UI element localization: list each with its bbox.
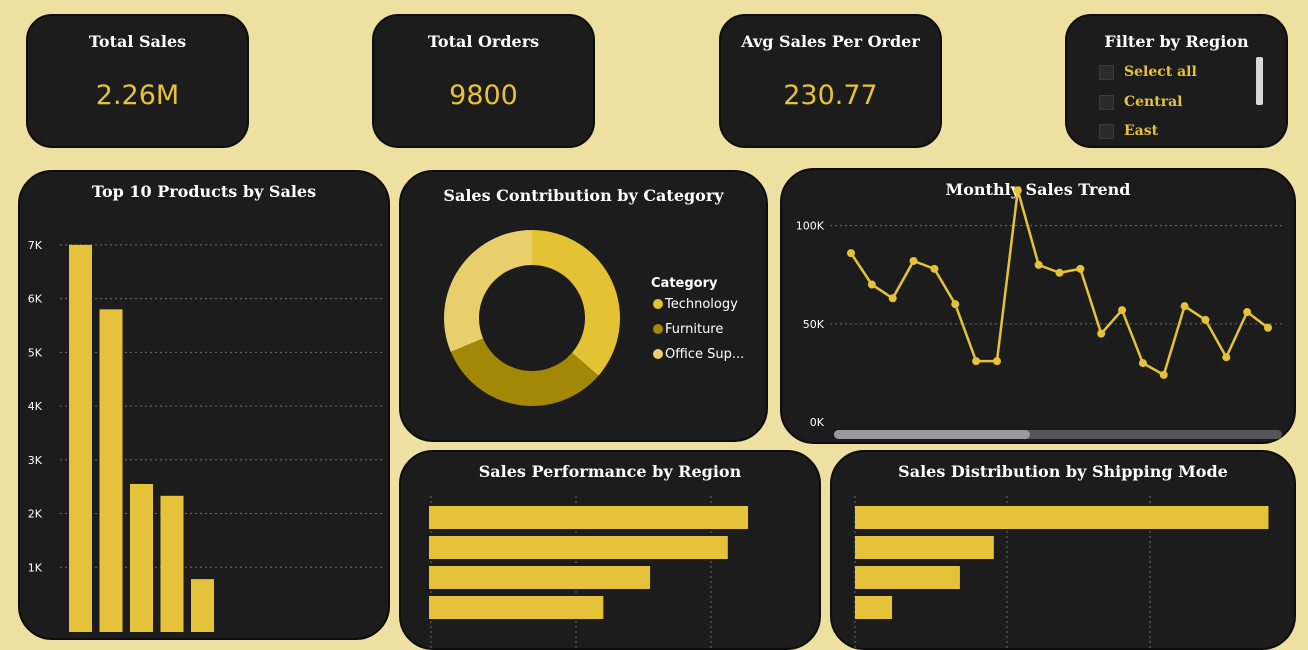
y-tick-label: 3K bbox=[28, 454, 43, 467]
product-bar bbox=[99, 309, 123, 632]
checkbox-icon[interactable] bbox=[1099, 123, 1114, 139]
product-bar bbox=[69, 244, 92, 632]
trend-point bbox=[1243, 308, 1252, 317]
avg-sales-value: 230.77 bbox=[783, 80, 878, 111]
legend-label: Furniture bbox=[665, 322, 723, 337]
trend-point bbox=[1138, 359, 1147, 368]
category-donut-chart: Category Technology Furniture Office Sup... bbox=[444, 230, 744, 406]
product-bar bbox=[191, 579, 214, 632]
legend-label: Technology bbox=[664, 297, 738, 312]
filter-option-label: Select all bbox=[1124, 64, 1197, 80]
avg-sales-card: Avg Sales Per Order 230.77 bbox=[719, 14, 942, 148]
trend-point bbox=[951, 300, 960, 309]
y-tick-label: 4K bbox=[28, 400, 43, 413]
checkbox-icon[interactable] bbox=[1099, 64, 1114, 80]
total-orders-value: 9800 bbox=[449, 80, 518, 111]
trend-point bbox=[1118, 306, 1127, 315]
trend-point bbox=[1264, 323, 1272, 332]
shipping-mode-title: Sales Distribution by Shipping Mode bbox=[898, 462, 1228, 481]
trend-point bbox=[1055, 268, 1064, 277]
total-sales-card: Total Sales 2.26M bbox=[26, 14, 249, 148]
legend-title: Category bbox=[651, 276, 718, 291]
trend-point bbox=[1180, 302, 1189, 311]
total-sales-title: Total Sales bbox=[88, 32, 187, 51]
y-tick-label: 2K bbox=[28, 508, 43, 521]
monthly-trend-panel: Monthly Sales Trend 100K 50K 0K bbox=[780, 168, 1296, 444]
category-donut-title: Sales Contribution by Category bbox=[443, 186, 724, 205]
trend-point bbox=[909, 256, 918, 265]
checkbox-icon[interactable] bbox=[1099, 94, 1114, 110]
filter-scrollbar[interactable] bbox=[1256, 57, 1263, 105]
top-products-panel: Top 10 Products by Sales 7K 6K 5K 4K 3K 2K 1K bbox=[18, 170, 390, 640]
top-products-title: Top 10 Products by Sales bbox=[91, 182, 317, 201]
filter-option-label: East bbox=[1124, 123, 1159, 139]
y-tick-label: 100K bbox=[796, 220, 825, 233]
region-filter-title: Filter by Region bbox=[1104, 32, 1249, 51]
region-bar bbox=[429, 506, 749, 529]
product-bar bbox=[160, 495, 184, 632]
trend-point bbox=[1034, 260, 1043, 269]
trend-point bbox=[867, 280, 876, 289]
top-products-chart: 7K 6K 5K 4K 3K 2K 1K bbox=[28, 239, 384, 632]
region-bar bbox=[429, 596, 604, 619]
trend-point bbox=[1013, 186, 1022, 195]
region-performance-title: Sales Performance by Region bbox=[478, 462, 742, 481]
legend-marker bbox=[653, 324, 663, 334]
total-orders-card: Total Orders 9800 bbox=[372, 14, 595, 148]
trend-point bbox=[1201, 315, 1210, 324]
region-bar bbox=[429, 566, 651, 589]
trend-point bbox=[888, 294, 897, 303]
region-bar bbox=[429, 536, 728, 559]
trend-point bbox=[1222, 353, 1231, 362]
trend-point bbox=[1076, 264, 1085, 273]
y-tick-label: 6K bbox=[28, 293, 43, 306]
region-filter-card: Filter by Region Select all Central East bbox=[1065, 14, 1288, 148]
donut-slice bbox=[450, 338, 599, 406]
y-tick-label: 5K bbox=[28, 346, 43, 359]
filter-option-label: Central bbox=[1124, 94, 1183, 110]
trend-scrollbar-thumb[interactable] bbox=[834, 430, 1030, 439]
filter-option-select-all[interactable]: Select all bbox=[1099, 64, 1197, 80]
region-performance-chart bbox=[429, 496, 749, 648]
y-tick-label: 50K bbox=[803, 318, 825, 331]
trend-point bbox=[972, 357, 981, 366]
legend-label: Office Sup... bbox=[665, 347, 744, 362]
trend-point bbox=[930, 264, 939, 273]
legend-marker bbox=[653, 299, 663, 309]
total-sales-value: 2.26M bbox=[95, 80, 180, 111]
shipping-bar bbox=[855, 596, 893, 619]
shipping-bar bbox=[855, 536, 994, 559]
donut-slice bbox=[444, 230, 532, 352]
legend-marker bbox=[653, 349, 663, 359]
category-donut-panel: Sales Contribution by Category Category T… bbox=[399, 170, 768, 442]
shipping-bar bbox=[855, 566, 960, 589]
trend-point bbox=[847, 249, 855, 258]
y-tick-label: 0K bbox=[810, 416, 825, 429]
trend-scrollbar-track[interactable] bbox=[834, 430, 1282, 439]
region-performance-panel: Sales Performance by Region bbox=[399, 450, 821, 650]
monthly-trend-chart: 100K 50K 0K bbox=[796, 186, 1282, 429]
filter-option-east[interactable]: East bbox=[1099, 123, 1158, 139]
total-orders-title: Total Orders bbox=[427, 32, 540, 51]
trend-point bbox=[1097, 329, 1106, 338]
monthly-trend-title: Monthly Sales Trend bbox=[945, 180, 1131, 199]
y-tick-label: 1K bbox=[28, 561, 43, 574]
donut-slice bbox=[532, 230, 620, 376]
trend-point bbox=[1159, 370, 1168, 379]
shipping-mode-panel: Sales Distribution by Shipping Mode bbox=[830, 450, 1296, 650]
avg-sales-title: Avg Sales Per Order bbox=[741, 32, 920, 51]
shipping-bar bbox=[855, 506, 1269, 529]
y-tick-label: 7K bbox=[28, 239, 43, 252]
product-bar bbox=[130, 483, 153, 632]
trend-point bbox=[992, 357, 1001, 366]
trend-line bbox=[849, 189, 1269, 377]
filter-option-central[interactable]: Central bbox=[1099, 94, 1182, 110]
